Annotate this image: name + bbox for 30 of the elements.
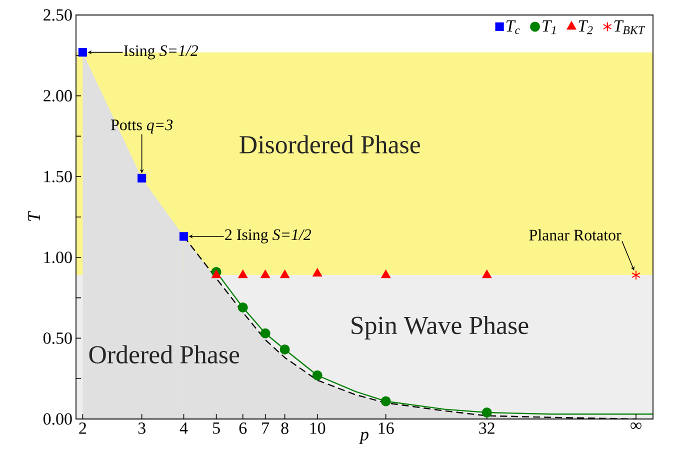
- x-axis-title: p: [358, 432, 368, 444]
- y-tick-label: 0.00: [43, 413, 72, 425]
- y-tick-label: 2.50: [44, 9, 72, 21]
- annotation: Potts q=3: [110, 120, 173, 134]
- x-tick-label: 2: [79, 422, 86, 434]
- x-tick-label: 7: [262, 422, 270, 434]
- y-tick-label: 2.00: [44, 90, 72, 102]
- annotation: Planar Rotator: [529, 229, 622, 240]
- y-tick-label: 1.00: [44, 252, 72, 264]
- legend-label: T$_{1}$: [542, 20, 556, 34]
- x-tick-label: 8: [281, 422, 288, 434]
- y-axis-title: T: [28, 210, 40, 221]
- y-tick-label: 1.50: [44, 170, 72, 182]
- legend-label: T$_{2}$: [578, 20, 593, 34]
- x-tick-label: 32: [479, 422, 494, 434]
- x-tick-label: 3: [138, 422, 146, 434]
- band-label: Spin Wave Phase: [352, 316, 528, 340]
- x-tick-label: 10: [310, 422, 326, 434]
- band-label: Disordered Phase: [240, 135, 420, 154]
- annotation: 2 Ising S=1/2: [225, 229, 312, 244]
- legend-label: T$_{BKT}$: [614, 20, 646, 34]
- y-tick-label: 0.50: [43, 332, 72, 344]
- legend-label: T$_{c}$: [506, 20, 520, 34]
- x-tick-label: 6: [239, 422, 247, 434]
- x-tick-label: 4: [180, 422, 188, 434]
- series-label: Ordered Phase: [89, 345, 240, 364]
- x-tick-label: 5: [213, 422, 220, 434]
- x-tick-label: 16: [378, 422, 394, 434]
- annotation: Ising S=1/2: [124, 45, 198, 60]
- x-tick-label: ∞: [630, 422, 642, 429]
